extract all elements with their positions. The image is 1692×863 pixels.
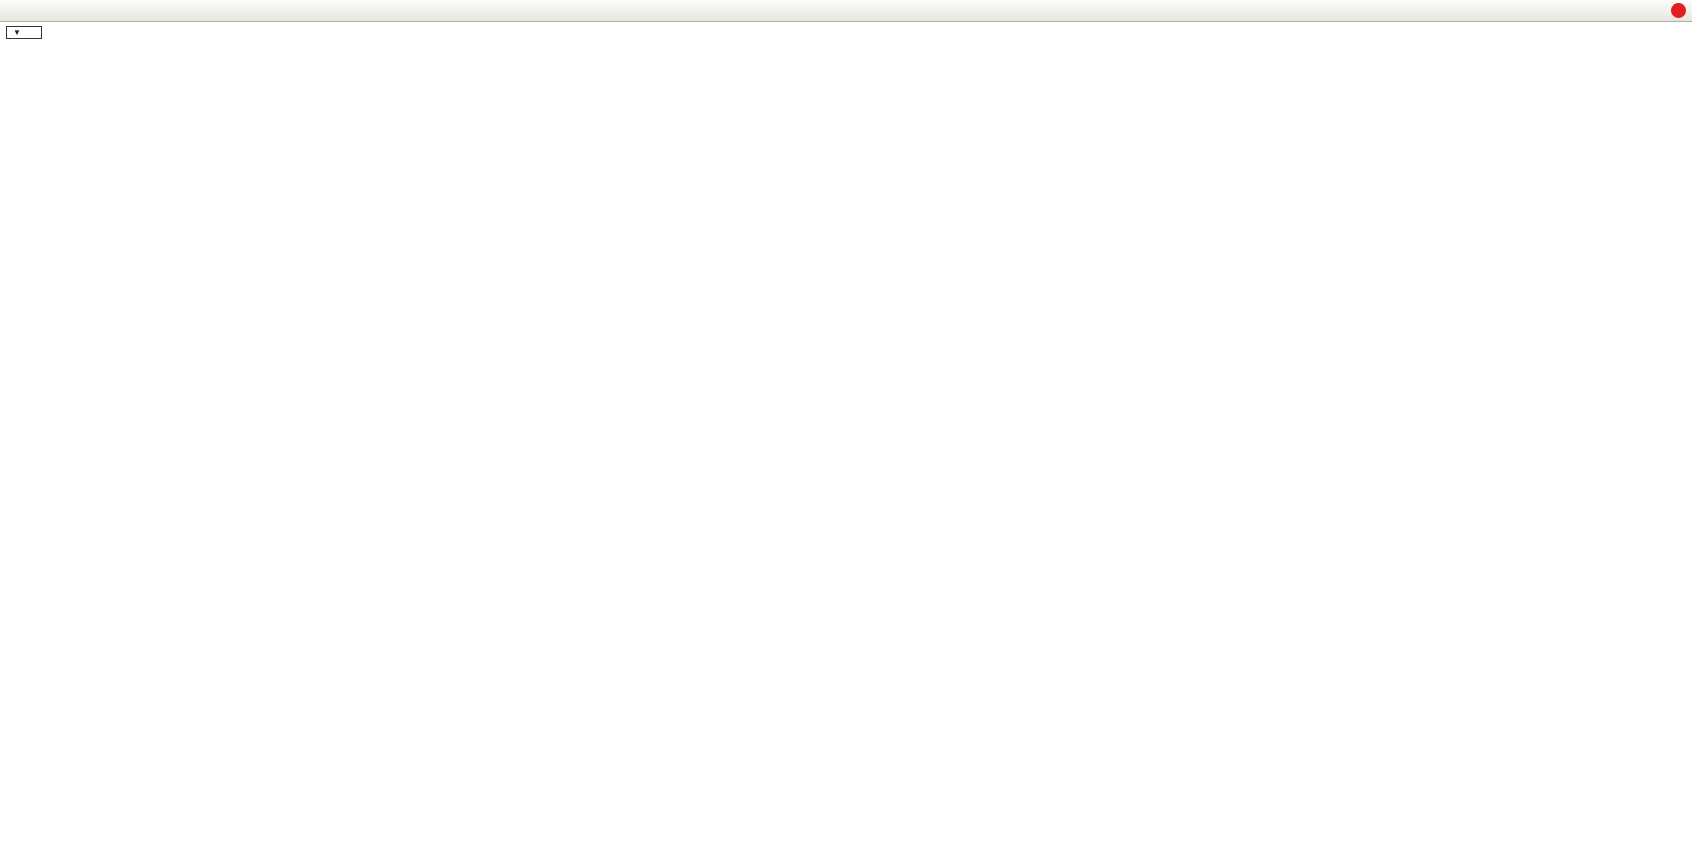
chart-area[interactable]: ▼ — [0, 22, 1692, 863]
toolbar — [0, 0, 1692, 22]
chart-title: ▼ — [6, 26, 42, 39]
one-click-trading-toggle-icon[interactable]: ▼ — [13, 28, 21, 37]
price-chart-canvas[interactable] — [0, 22, 1692, 863]
notification-badge[interactable] — [1671, 3, 1686, 18]
